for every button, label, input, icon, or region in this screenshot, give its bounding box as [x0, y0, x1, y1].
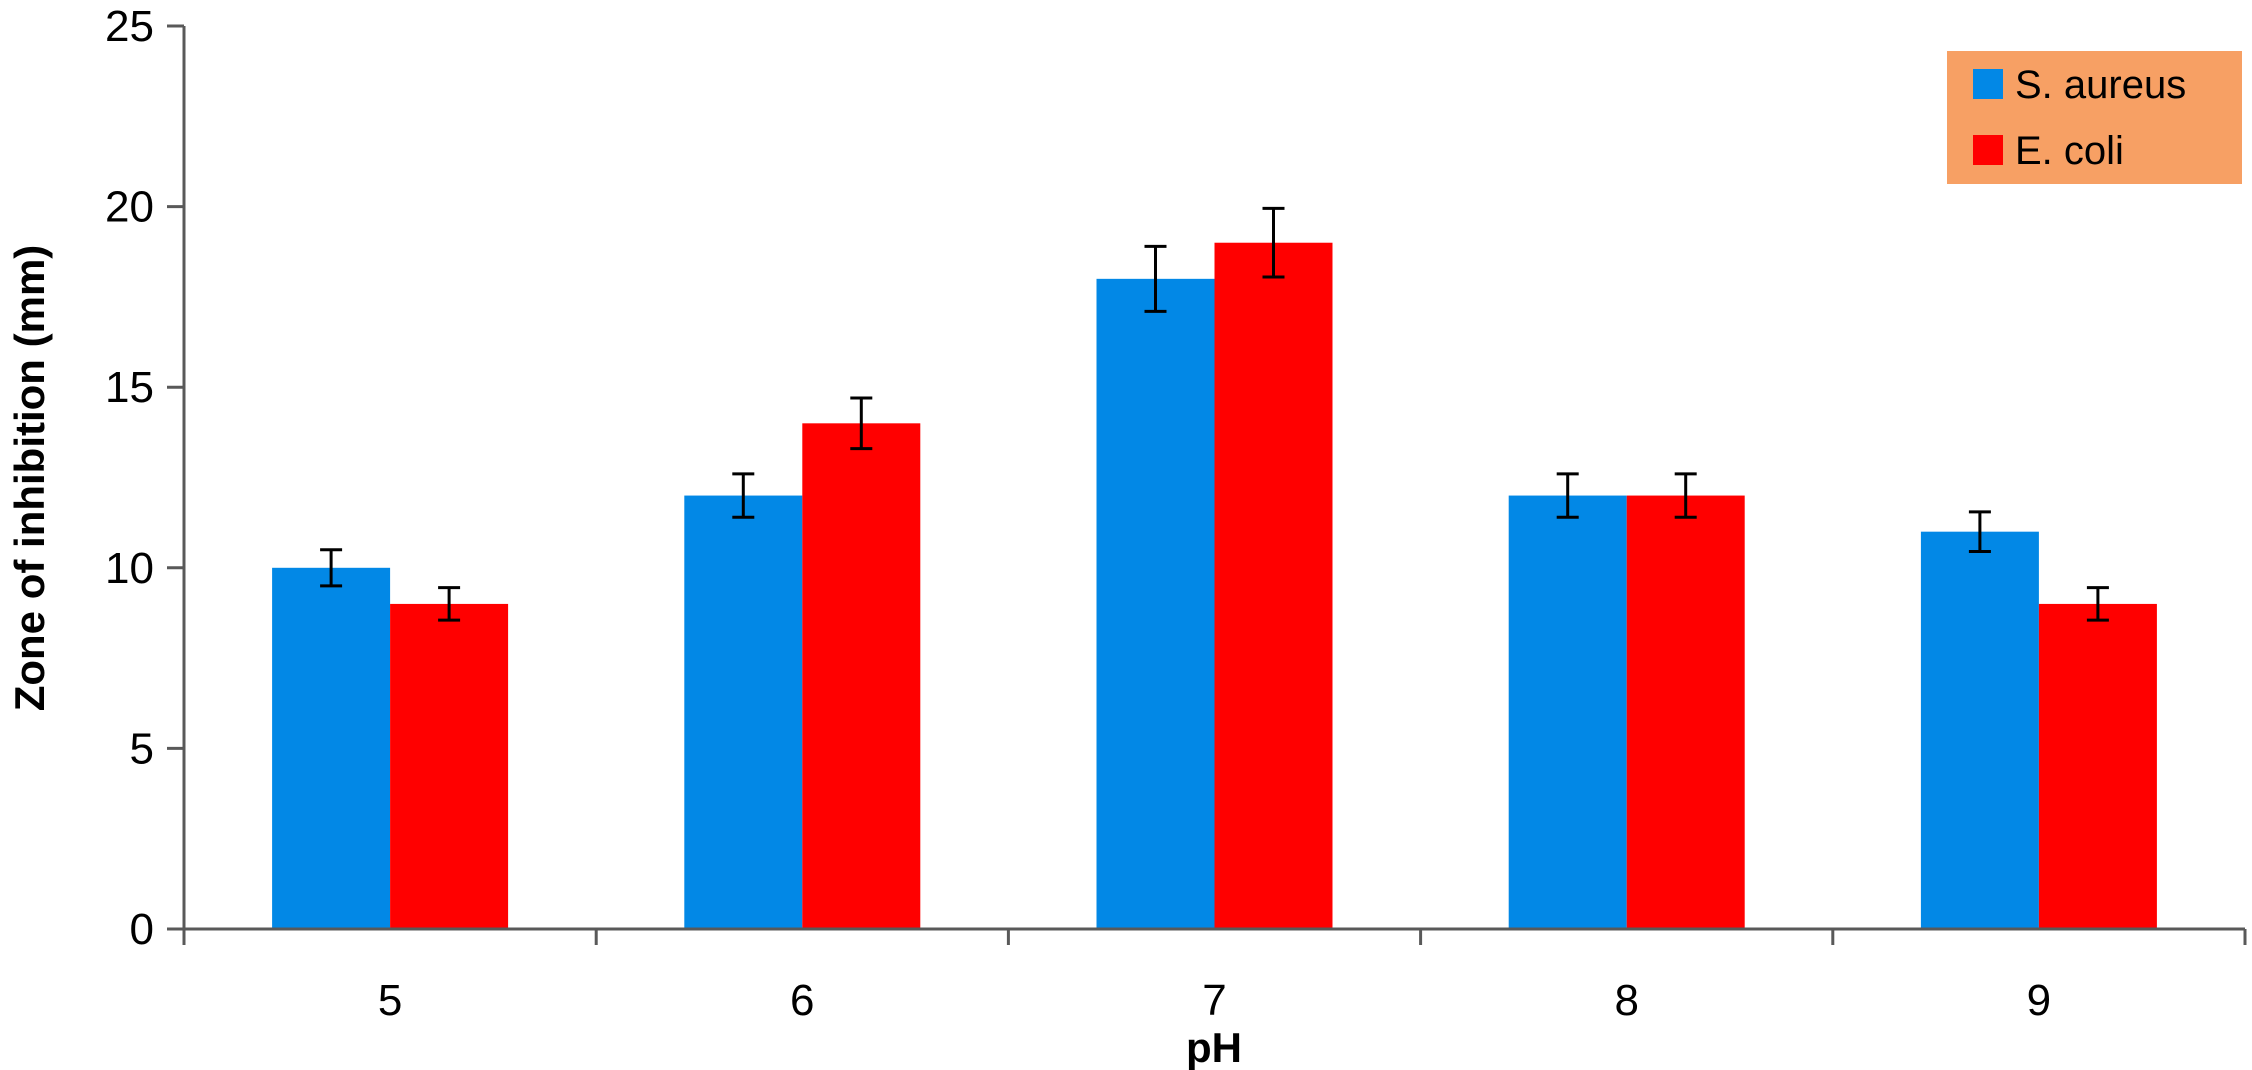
x-tick-label: 7 — [1202, 976, 1226, 1025]
y-tick-label: 10 — [105, 544, 154, 593]
x-axis-title: pH — [1186, 1024, 1242, 1070]
y-tick-label: 15 — [105, 363, 154, 412]
x-tick-label: 6 — [790, 976, 814, 1025]
legend-label-e-coli: E. coli — [2015, 129, 2124, 173]
error-bar — [1674, 472, 1697, 519]
bar-ecoli-ph8 — [1626, 495, 1745, 929]
bar-ecoli-ph6 — [802, 423, 921, 929]
error-bar — [850, 396, 873, 451]
error-bar — [2086, 586, 2109, 622]
legend-swatch-s-aureus — [1973, 69, 2003, 99]
bar-ecoli-ph5 — [390, 603, 509, 929]
y-tick-label: 25 — [105, 2, 154, 51]
y-axis-title: Zone of inhibition (mm) — [6, 245, 53, 712]
bar-ecoli-ph9 — [2038, 603, 2157, 929]
axes-layer: 5 6 7 8 9 0 5 10 15 20 25 — [105, 2, 2247, 1025]
bar-ecoli-ph7 — [1214, 242, 1333, 930]
bar-saureus-ph5 — [272, 567, 391, 929]
y-tick-label: 5 — [130, 724, 154, 773]
error-bar — [438, 586, 461, 622]
error-bar — [1144, 244, 1167, 313]
x-tick-label: 9 — [2027, 976, 2051, 1025]
error-bar — [1968, 510, 1991, 554]
legend-label-s-aureus: S. aureus — [2015, 63, 2186, 107]
error-bar — [732, 472, 755, 519]
bar-saureus-ph7 — [1096, 278, 1215, 930]
x-tick-label: 5 — [378, 976, 402, 1025]
bar-saureus-ph9 — [1920, 531, 2039, 929]
error-bar — [1556, 472, 1579, 519]
y-tick-label: 20 — [105, 183, 154, 232]
bars-layer — [272, 206, 2157, 930]
error-bar — [1262, 206, 1285, 279]
bar-saureus-ph6 — [684, 495, 803, 929]
x-tick-label: 8 — [1614, 976, 1638, 1025]
y-tick-label: 0 — [130, 905, 154, 954]
error-bar — [320, 548, 343, 588]
legend-swatch-e-coli — [1973, 135, 2003, 165]
legend: S. aureus E. coli — [1947, 51, 2242, 184]
bar-saureus-ph8 — [1508, 495, 1627, 929]
